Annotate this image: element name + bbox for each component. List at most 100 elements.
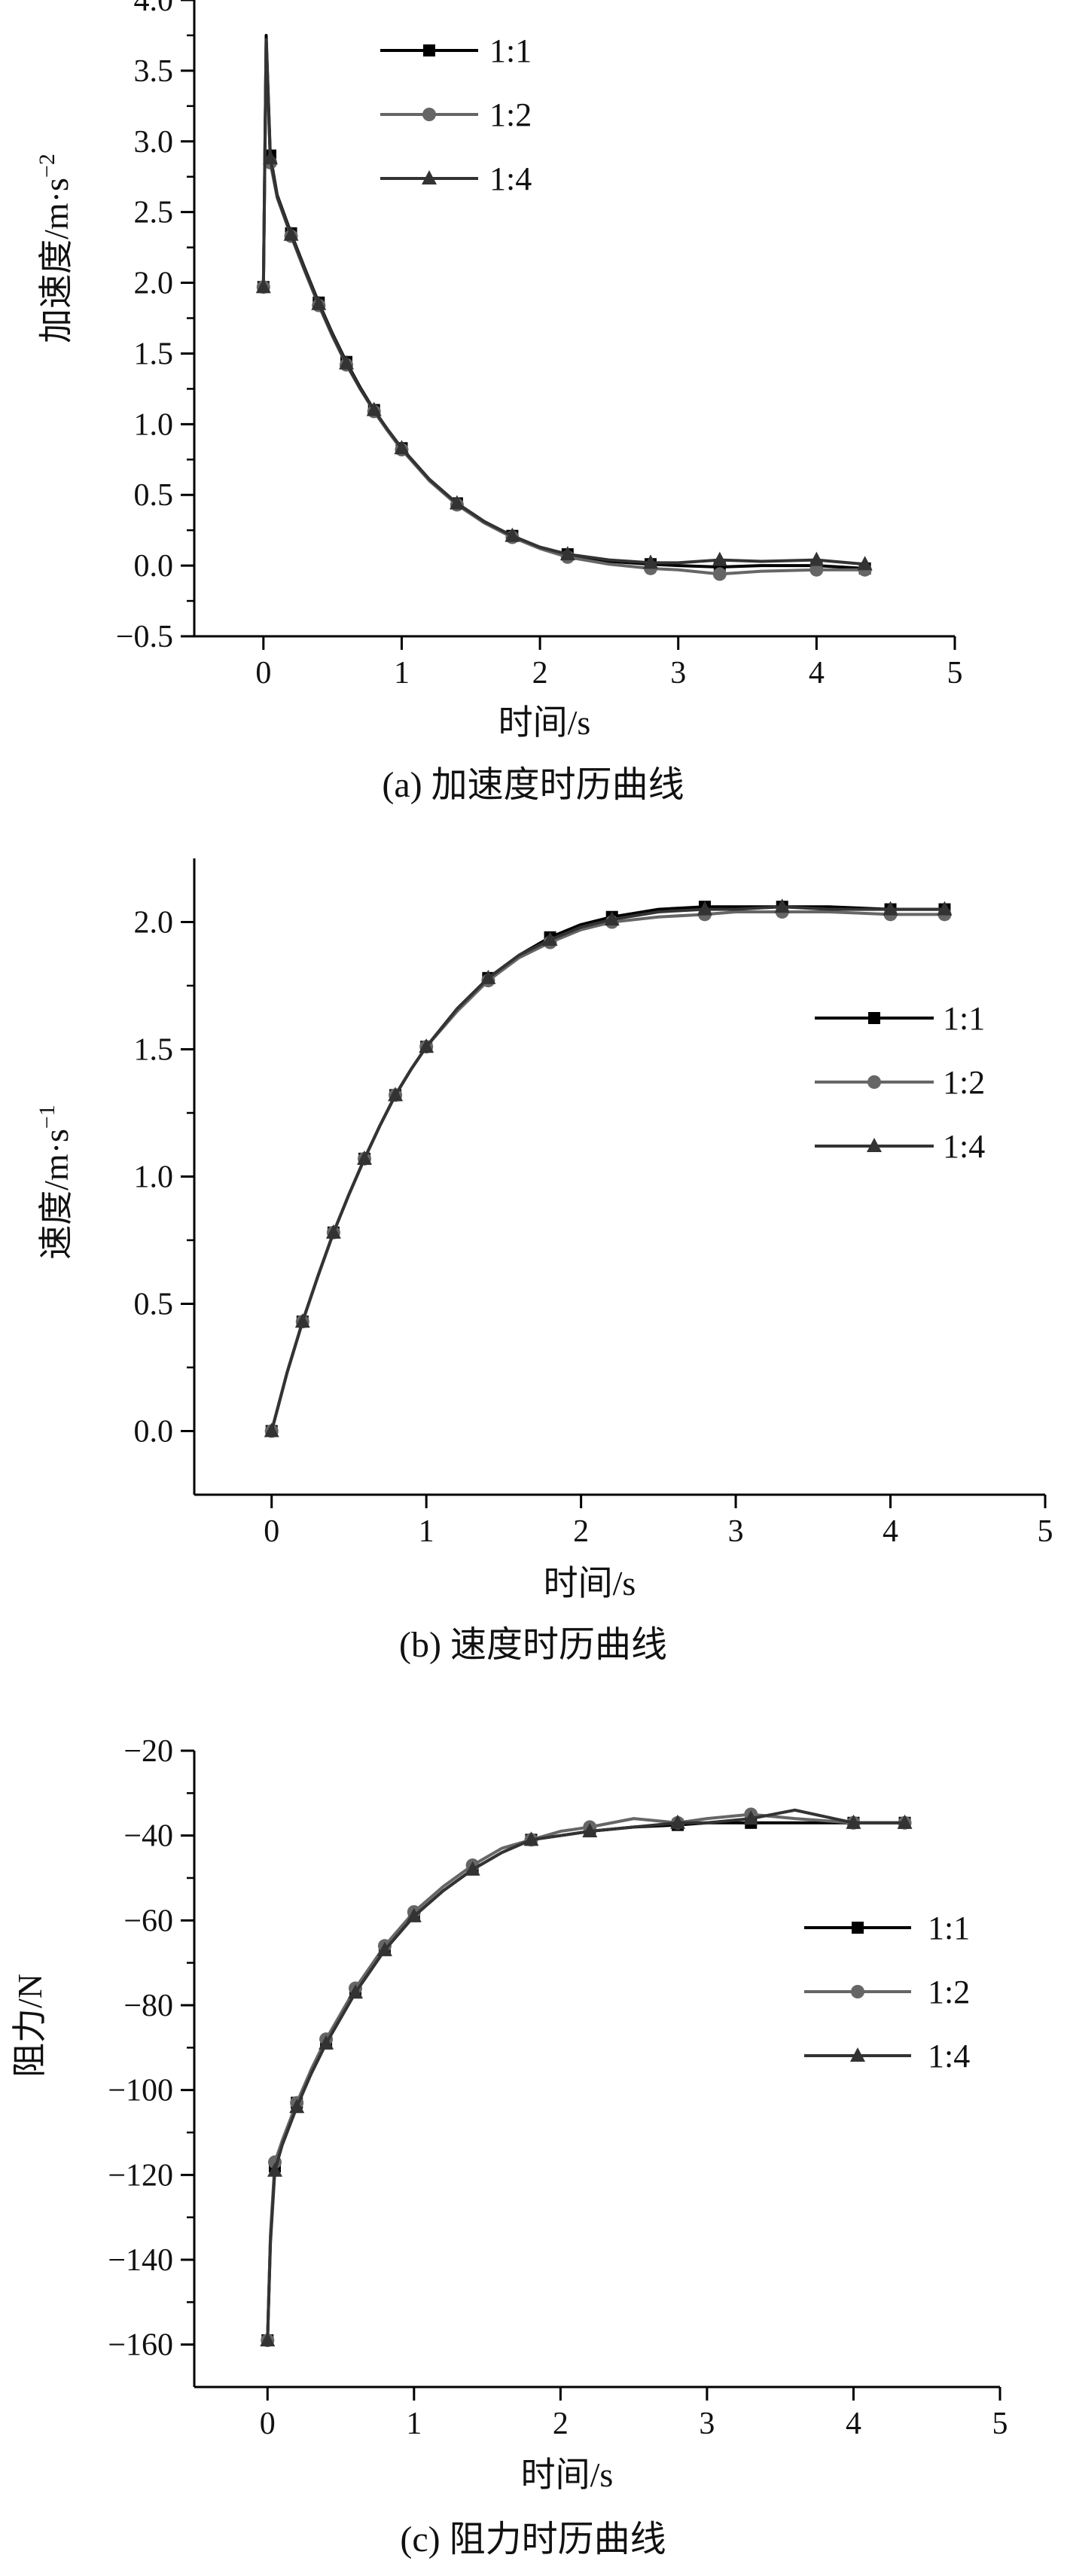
figure-caption: (b) 速度时历曲线 <box>399 1625 667 1665</box>
legend-label: 1:2 <box>489 96 532 133</box>
x-tick-label: 0 <box>260 2407 276 2441</box>
y-tick-label: 4.0 <box>134 0 174 18</box>
data-point-1:4 <box>419 1038 434 1053</box>
series-line-1:1 <box>261 33 865 570</box>
legend-label: 1:2 <box>928 1974 970 2010</box>
series-line-1:2 <box>270 910 945 1432</box>
x-tick-label: 5 <box>1038 1514 1053 1549</box>
y-axis-label: 速度/m·s−1 <box>35 1105 75 1260</box>
data-point-1:4 <box>897 1814 913 1829</box>
legend-label: 1:1 <box>943 1000 985 1037</box>
legend-marker-1:2 <box>851 1985 864 1998</box>
data-point-1:4 <box>643 554 658 569</box>
legend-marker-1:2 <box>867 1075 881 1089</box>
data-point-1:4 <box>809 551 825 566</box>
data-point-1:4 <box>846 1814 861 1829</box>
y-tick-label: −40 <box>123 1819 173 1854</box>
y-tick-label: −140 <box>108 2243 173 2278</box>
y-tick-label: −100 <box>108 2074 173 2108</box>
x-tick-label: 0 <box>264 1514 279 1549</box>
y-axis-label: 加速度/m·s−2 <box>35 154 75 343</box>
data-point-1:4 <box>670 1814 685 1829</box>
data-point-1:4 <box>283 226 299 241</box>
y-tick-label: −60 <box>123 1904 173 1938</box>
data-point-1:4 <box>394 440 410 455</box>
x-tick-label: 1 <box>406 2407 422 2441</box>
data-point-1:4 <box>523 1831 539 1846</box>
data-point-1:4 <box>559 546 575 561</box>
data-point-1:4 <box>582 1823 598 1838</box>
x-tick-label: 4 <box>809 656 825 690</box>
legend-label: 1:4 <box>928 2038 970 2075</box>
legend-marker-1:1 <box>852 1922 864 1934</box>
x-tick-label: 1 <box>419 1514 434 1549</box>
data-point-1:4 <box>264 1422 279 1437</box>
y-tick-label: −0.5 <box>116 620 173 654</box>
legend: 1:1 1:2 1:4 <box>380 32 532 197</box>
y-tick-label: 1.5 <box>134 1033 174 1068</box>
y-tick-label: 0.0 <box>134 1415 174 1450</box>
data-point-1:4 <box>743 1810 759 1825</box>
legend-marker-1:2 <box>422 108 436 121</box>
y-tick-label: 0.5 <box>134 1288 174 1322</box>
y-tick-label: 3.0 <box>134 125 174 160</box>
x-tick-label: 3 <box>670 656 686 690</box>
data-point-1:4 <box>289 2099 305 2114</box>
x-tick-label: 0 <box>255 656 271 690</box>
data-point-1:4 <box>937 901 953 916</box>
series-line-1:4 <box>261 38 865 566</box>
y-tick-label: 0.0 <box>134 549 174 584</box>
data-point-1:4 <box>255 279 271 294</box>
y-tick-label: −160 <box>108 2328 173 2363</box>
data-point-1:4 <box>325 1224 341 1239</box>
series-line-1:2 <box>261 41 865 576</box>
legend-marker-1:4 <box>422 170 437 184</box>
chart-panel-3: 0 1 2 3 4 5 −160 −140 −120 −100 −80 −60 −40 −20 1:1 1:2… <box>11 1734 1008 2559</box>
y-tick-label: 2.5 <box>134 196 174 230</box>
data-point-1:4 <box>339 355 354 370</box>
legend: 1:1 1:2 1:4 <box>804 1910 970 2075</box>
data-point-1:4 <box>505 527 520 542</box>
y-tick-label: 1.0 <box>134 407 174 442</box>
x-tick-label: 4 <box>883 1514 898 1549</box>
y-tick-label: −120 <box>108 2158 173 2193</box>
legend-marker-1:4 <box>850 2047 865 2062</box>
series-line-1:2 <box>266 1812 905 2341</box>
data-point-1:4 <box>260 2332 276 2347</box>
x-tick-label: 5 <box>992 2407 1008 2441</box>
x-axis-label: 时间/s <box>521 2456 614 2494</box>
series-line-1:1 <box>270 905 945 1432</box>
data-point-1:4 <box>697 901 712 916</box>
y-tick-label: 3.5 <box>134 54 174 89</box>
series-line-1:4 <box>266 1808 905 2341</box>
data-point-1:4 <box>348 1984 363 1999</box>
x-tick-label: 2 <box>532 656 548 690</box>
x-tick-label: 5 <box>947 656 963 690</box>
figure-caption: (c) 阻力时历曲线 <box>400 2520 666 2559</box>
data-point-1:4 <box>604 911 620 926</box>
data-point-1:4 <box>311 295 327 310</box>
legend-label: 1:4 <box>943 1128 985 1165</box>
data-point-1:4 <box>263 150 278 165</box>
x-tick-label: 3 <box>728 1514 744 1549</box>
x-tick-label: 3 <box>699 2407 715 2441</box>
data-point-1:4 <box>883 901 898 916</box>
y-tick-label: 1.0 <box>134 1160 174 1195</box>
y-tick-label: 2.0 <box>134 906 174 940</box>
y-tick-label: 0.5 <box>134 478 174 513</box>
data-point-1:4 <box>774 898 790 913</box>
legend-label: 1:4 <box>489 160 532 197</box>
x-tick-label: 2 <box>573 1514 589 1549</box>
y-tick-label: −80 <box>123 1989 173 2023</box>
legend-marker-1:4 <box>867 1138 882 1152</box>
data-point-1:4 <box>857 556 873 571</box>
y-axis-label-superscript: −2 <box>35 154 59 178</box>
data-point-1:4 <box>267 2162 282 2177</box>
chart-panel-2: 0 1 2 3 4 5 0.0 0.5 1.0 1.5 2.0 1:1 1:2 1:4 时间/s 速度/m·s… <box>35 858 1053 1665</box>
legend-marker-1:1 <box>868 1012 880 1024</box>
data-point-1:4 <box>542 931 558 947</box>
y-tick-label: −20 <box>123 1734 173 1769</box>
data-point-1:4 <box>406 1907 422 1922</box>
data-point-1:4 <box>465 1861 480 1876</box>
